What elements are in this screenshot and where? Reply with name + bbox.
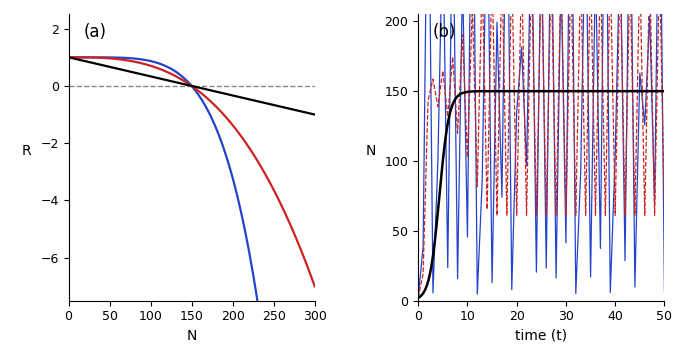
Y-axis label: N: N	[366, 144, 376, 158]
Text: (b): (b)	[433, 23, 456, 41]
Text: (a): (a)	[84, 23, 106, 41]
X-axis label: time (t): time (t)	[515, 329, 567, 343]
Y-axis label: R: R	[22, 144, 32, 158]
X-axis label: N: N	[186, 329, 197, 343]
